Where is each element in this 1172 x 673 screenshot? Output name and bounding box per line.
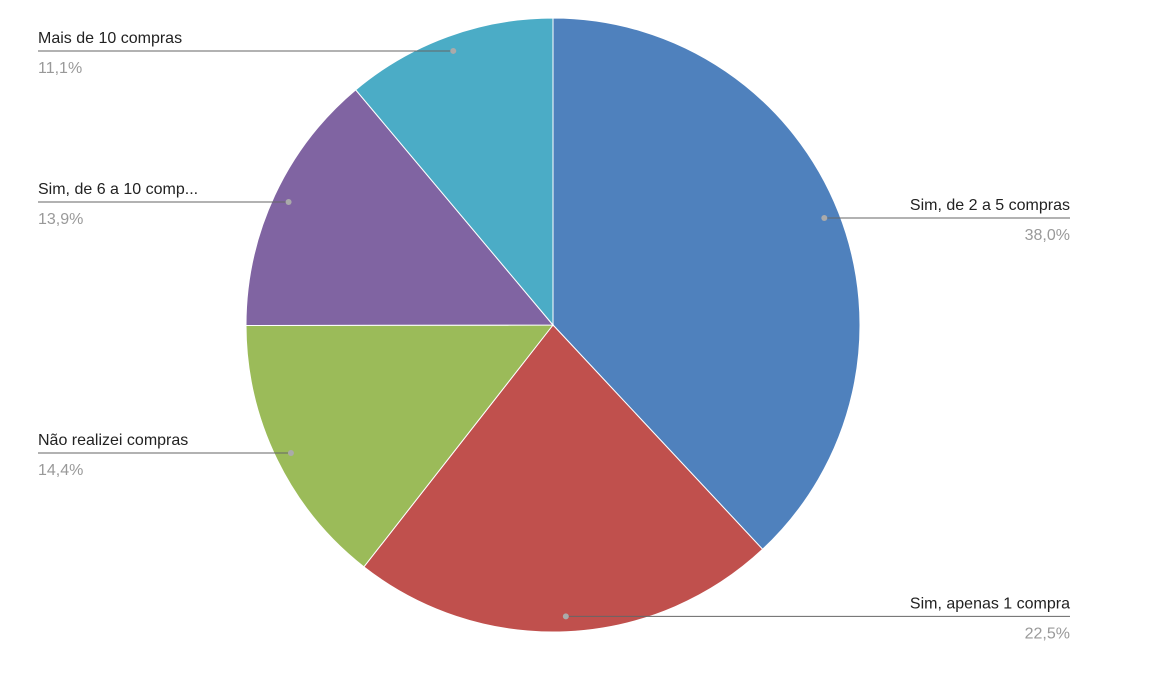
pie-slice xyxy=(552,17,861,551)
slice-label: Mais de 10 compras xyxy=(38,30,182,47)
slice-value-label: 13,9% xyxy=(38,211,83,228)
slice-value-label: 11,1% xyxy=(38,60,82,77)
slice-label: Sim, de 6 a 10 comp... xyxy=(38,181,198,198)
slice-value-label: 14,4% xyxy=(38,462,83,479)
leader-dot xyxy=(562,613,569,620)
pie-slice xyxy=(245,89,555,326)
leader-dot xyxy=(285,198,292,205)
slice-label: Sim, de 2 a 5 compras xyxy=(910,197,1070,214)
leader-dot xyxy=(450,47,457,54)
slice-label: Sim, apenas 1 compra xyxy=(910,596,1070,613)
leader-dot xyxy=(821,214,828,221)
leader-dot xyxy=(287,450,294,457)
pie-slice xyxy=(354,17,554,327)
pie-slice xyxy=(363,324,764,633)
slice-value-label: 22,5% xyxy=(1025,626,1070,643)
slice-value-label: 38,0% xyxy=(1025,227,1070,244)
slice-label: Não realizei compras xyxy=(38,432,188,449)
pie-slice xyxy=(245,324,555,568)
